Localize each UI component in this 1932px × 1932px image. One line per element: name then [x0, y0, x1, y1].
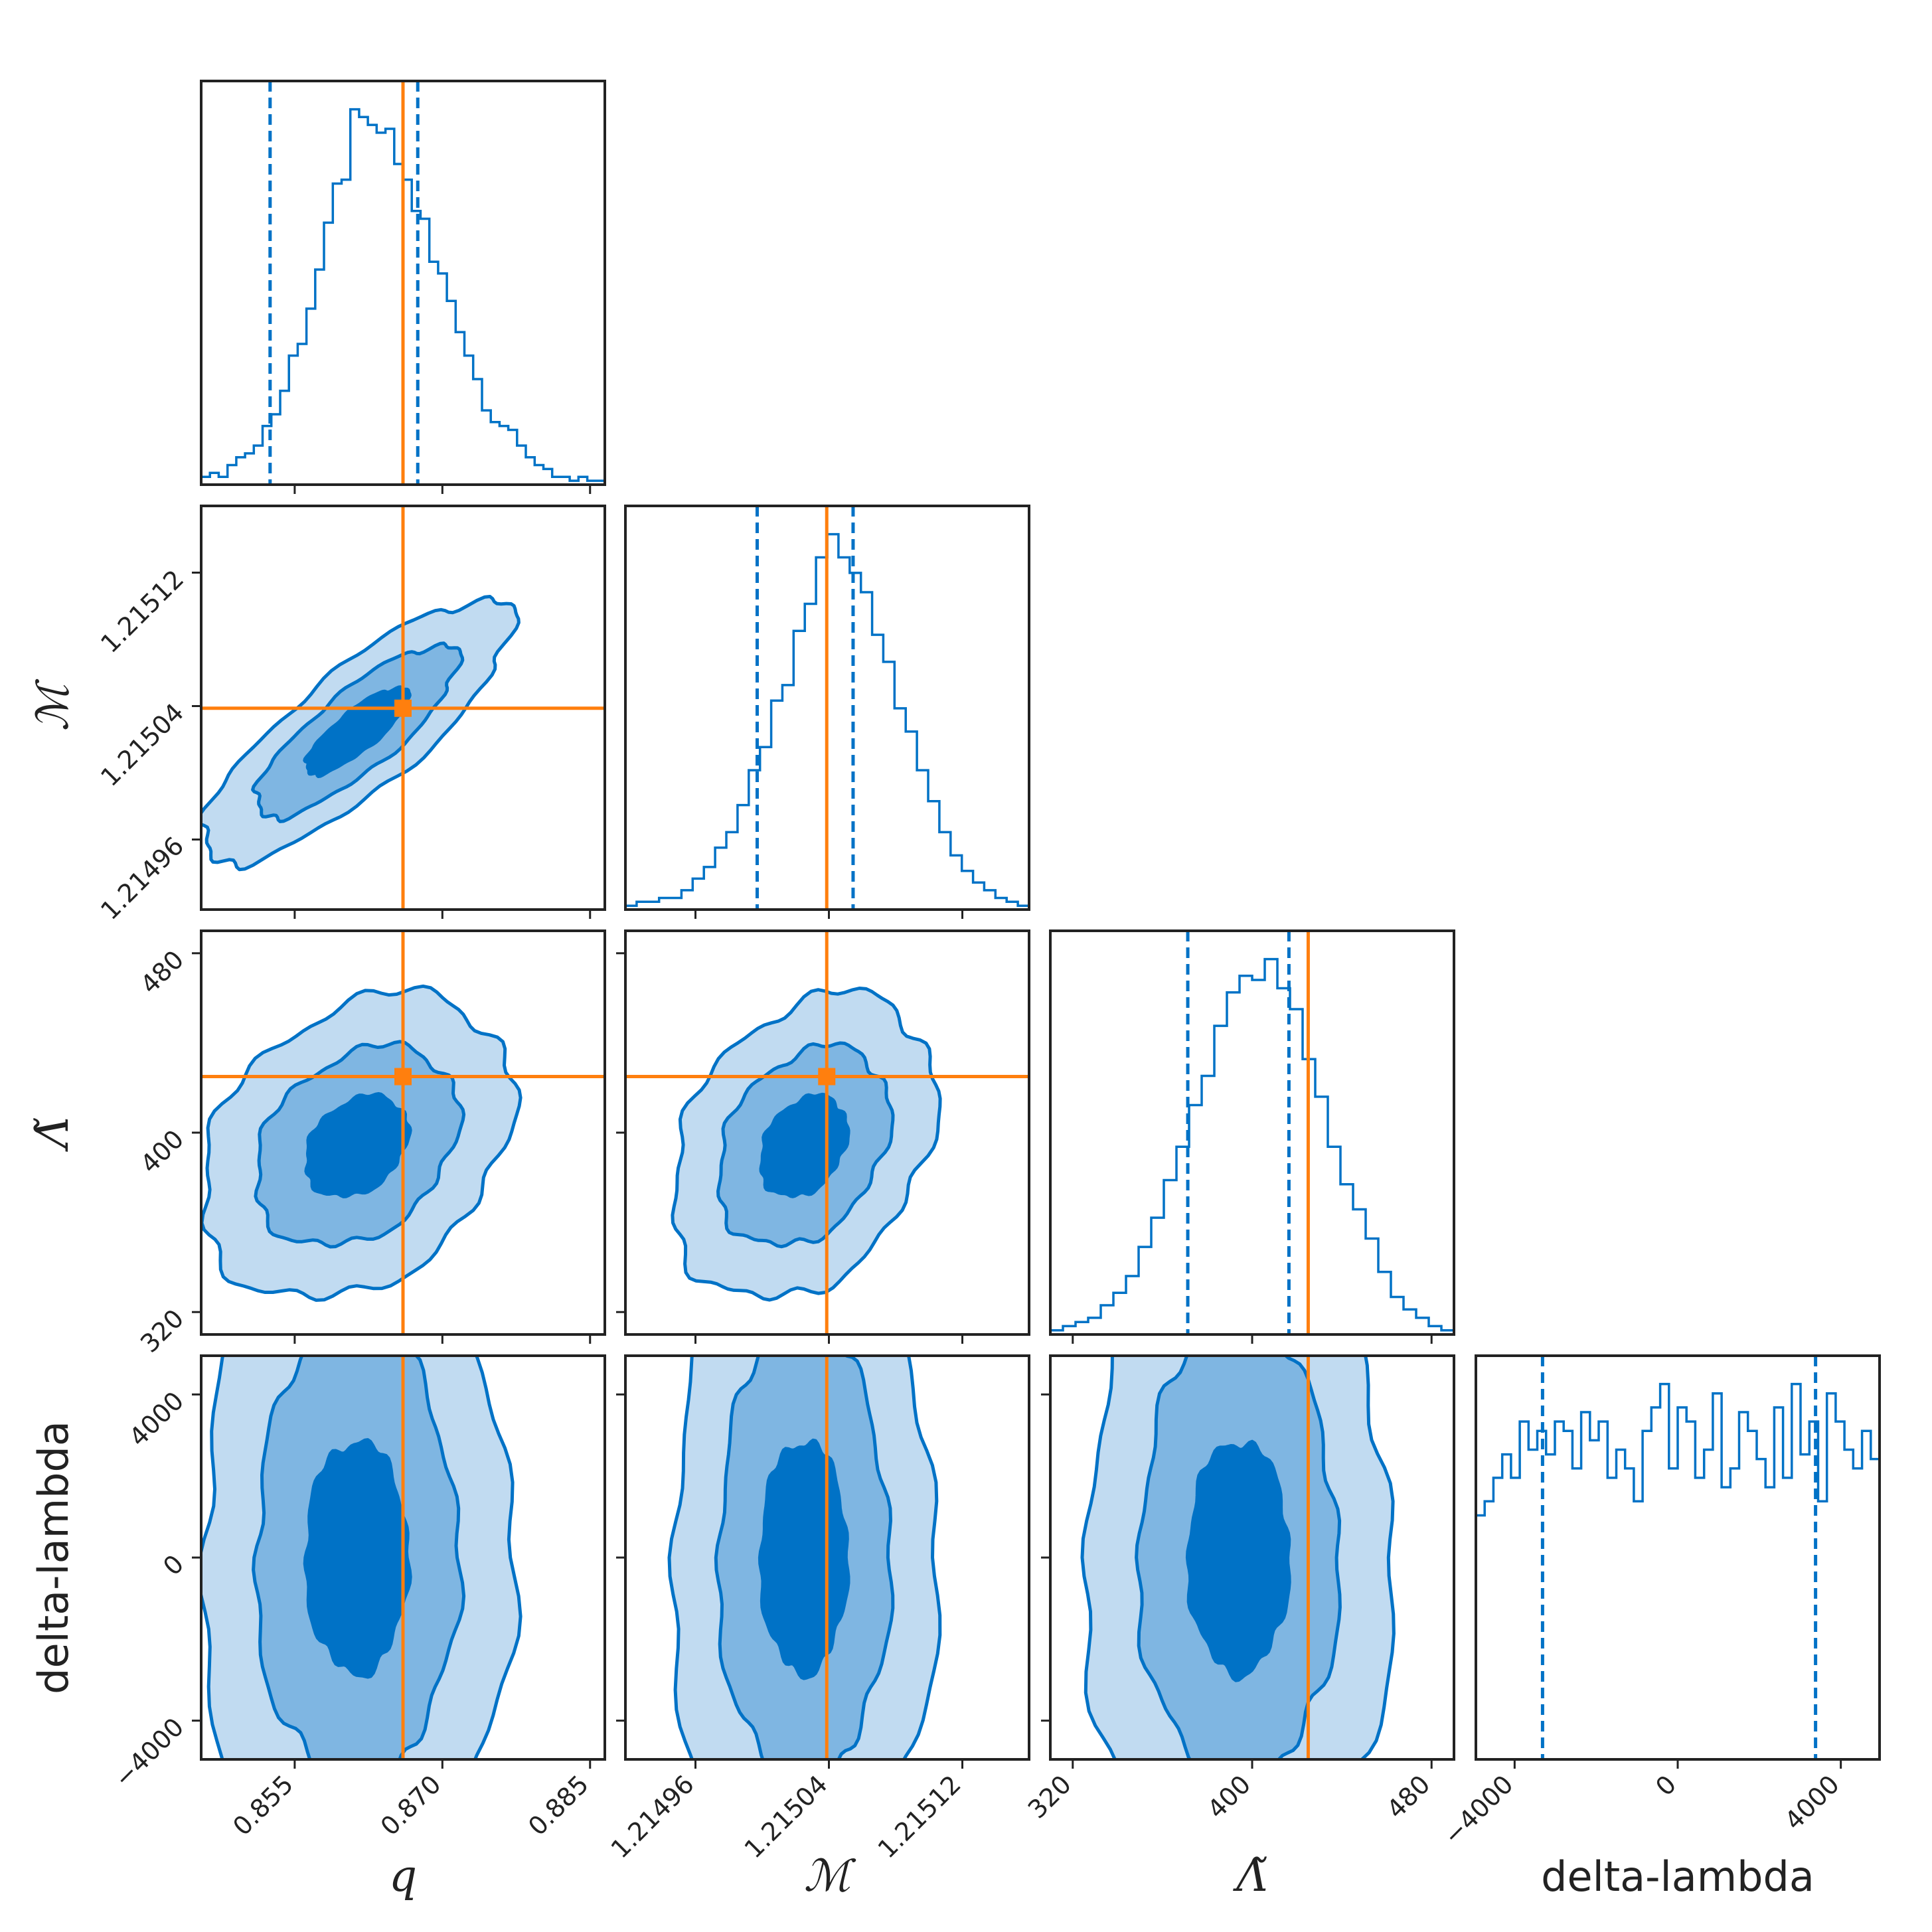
panel-dlambda-Lambda: 320 400 480 — [1022, 1354, 1455, 1824]
contour-39-q-Lambda — [304, 1091, 412, 1198]
x-tick-label-Lambda-1: 400 — [1202, 1769, 1256, 1824]
panel-Lambda-Mc — [616, 929, 1030, 1344]
title-value-Mc: 1.22 — [740, 453, 831, 501]
x-tick-label-Lambda-0: 320 — [1022, 1769, 1077, 1824]
panel-Mc-Mc: 1.22 +0.00−0.00 — [624, 443, 1030, 919]
title-minus-dlambda: −3348.48 — [1672, 1327, 1804, 1357]
y-tick-label-Mc-1: 1.21504 — [95, 698, 189, 792]
contour-39-Lambda-dlambda — [1185, 1439, 1291, 1682]
y-tick-label-Mc-2: 1.21512 — [95, 564, 189, 659]
panel-frame — [200, 80, 606, 486]
y-tick-label-Mc-0: 1.21496 — [95, 831, 189, 926]
title-plus-Lambda: +22.41 — [1276, 868, 1374, 899]
title-minus-Mc: −0.00 — [834, 477, 916, 507]
y-tick-label-dlambda-2: 4000 — [123, 1386, 190, 1453]
title-value-q: 0.86 — [315, 28, 407, 76]
panel-q-q: 0.86 +0.01−0.01 — [200, 19, 606, 494]
panel-dlambda-Mc: 1.21496 1.21504 1.21512 — [605, 1354, 1030, 1864]
panel-Mc-q: 1.21496 1.21504 1.21512 — [95, 505, 606, 926]
x-tick-label-Lambda-2: 480 — [1381, 1769, 1435, 1824]
x-axis-label-Mc: ℳ — [804, 1850, 856, 1901]
y-tick-label-Lambda-2: 480 — [135, 945, 189, 999]
x-tick-label-q-2: 0.885 — [523, 1769, 594, 1841]
x-tick-label-dlambda-0: −4000 — [1438, 1769, 1519, 1850]
histogram-Mc — [625, 532, 1029, 910]
x-tick-label-dlambda-2: 4000 — [1779, 1769, 1846, 1836]
truth-marker-q-Mc — [394, 699, 412, 717]
x-tick-label-q-0: 0.855 — [227, 1769, 299, 1841]
title-plus-dlambda: +3347.39 — [1672, 1293, 1804, 1324]
x-tick-label-q-1: 0.870 — [375, 1769, 447, 1841]
y-axis-label-dlambda: delta-lambda — [29, 1421, 78, 1694]
histogram-Lambda — [1050, 957, 1454, 1334]
x-axis-label-q: q — [389, 1850, 417, 1901]
contour-39-q-dlambda — [303, 1438, 412, 1679]
panel-frame — [1049, 929, 1455, 1336]
title-value-dlambda: 33.25 — [1552, 1303, 1670, 1351]
title-minus-Lambda: −22.66 — [1276, 902, 1374, 932]
panel-frame — [624, 505, 1030, 911]
y-tick-label-Lambda-1: 400 — [135, 1124, 189, 1178]
x-axis-label-dlambda: delta-lambda — [1541, 1852, 1814, 1901]
truth-marker-q-Lambda — [394, 1068, 412, 1086]
histogram-dlambda — [1476, 1382, 1880, 1759]
title-plus-Mc: +0.00 — [834, 443, 916, 474]
panel-dlambda-q: 0.855 0.870 0.885 −4000 0 4000 — [108, 1354, 606, 1841]
truth-marker-Mc-Lambda — [818, 1068, 836, 1086]
title-minus-q: −0.01 — [410, 52, 491, 82]
title-plus-q: +0.01 — [410, 19, 491, 49]
panel-dlambda-dlambda: 33.25 +3347.39−3348.48 −4000 0 4000 — [1438, 1293, 1881, 1850]
panel-frame — [200, 505, 606, 911]
x-tick-label-dlambda-1: 0 — [1650, 1769, 1682, 1801]
y-tick-label-Lambda-0: 320 — [135, 1303, 189, 1358]
y-tick-label-dlambda-0: −4000 — [108, 1712, 189, 1793]
panel-Lambda-q: 320 400 480 — [135, 929, 606, 1358]
x-axis-label-Lambda: Λ̃ — [1232, 1850, 1268, 1901]
x-tick-label-Mc-0: 1.21496 — [605, 1769, 700, 1864]
y-tick-label-dlambda-1: 0 — [157, 1549, 189, 1581]
y-axis-label-Mc: ℳ — [27, 679, 78, 731]
histogram-q — [201, 108, 605, 485]
title-value-Lambda: 393.97 — [1130, 878, 1274, 926]
y-axis-label-Lambda: Λ̃ — [27, 1117, 78, 1153]
x-tick-label-Mc-2: 1.21512 — [872, 1769, 967, 1864]
panel-Lambda-Lambda: 393.97 +22.41−22.66 — [1049, 868, 1455, 1344]
